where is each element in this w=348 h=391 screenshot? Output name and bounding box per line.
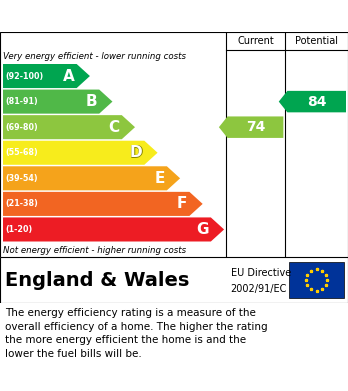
Text: EU Directive: EU Directive — [230, 268, 291, 278]
Text: 2002/91/EC: 2002/91/EC — [230, 284, 287, 294]
Bar — [289, 262, 344, 298]
Text: England & Wales: England & Wales — [5, 271, 189, 289]
Polygon shape — [3, 90, 112, 114]
Text: Energy Efficiency Rating: Energy Efficiency Rating — [10, 7, 239, 25]
Text: G: G — [196, 222, 209, 237]
Text: (69-80): (69-80) — [5, 123, 38, 132]
Text: The energy efficiency rating is a measure of the
overall efficiency of a home. T: The energy efficiency rating is a measur… — [5, 308, 268, 359]
Text: D: D — [130, 146, 142, 161]
Text: (92-100): (92-100) — [5, 72, 43, 81]
Polygon shape — [3, 64, 90, 88]
Text: D: D — [130, 145, 142, 160]
Text: Current: Current — [237, 36, 274, 46]
Text: 74: 74 — [246, 120, 265, 134]
Polygon shape — [3, 115, 135, 139]
Text: D: D — [130, 145, 143, 160]
Text: F: F — [177, 196, 188, 212]
Text: (21-38): (21-38) — [5, 199, 38, 208]
Text: Very energy efficient - lower running costs: Very energy efficient - lower running co… — [3, 52, 186, 61]
Polygon shape — [3, 141, 158, 165]
Text: 84: 84 — [307, 95, 326, 109]
Text: D: D — [130, 145, 142, 160]
Polygon shape — [3, 166, 180, 190]
Polygon shape — [3, 192, 203, 216]
Text: Not energy efficient - higher running costs: Not energy efficient - higher running co… — [3, 246, 186, 255]
Text: (39-54): (39-54) — [5, 174, 38, 183]
Text: A: A — [63, 68, 75, 84]
Text: (1-20): (1-20) — [5, 225, 32, 234]
Text: Potential: Potential — [295, 36, 338, 46]
Text: (81-91): (81-91) — [5, 97, 38, 106]
Polygon shape — [279, 91, 346, 112]
Polygon shape — [219, 117, 283, 138]
Text: (55-68): (55-68) — [5, 148, 38, 157]
Polygon shape — [3, 217, 224, 242]
Text: D: D — [129, 145, 142, 160]
Text: E: E — [155, 171, 165, 186]
Text: D: D — [130, 145, 142, 160]
Text: C: C — [109, 120, 120, 135]
Text: B: B — [86, 94, 97, 109]
